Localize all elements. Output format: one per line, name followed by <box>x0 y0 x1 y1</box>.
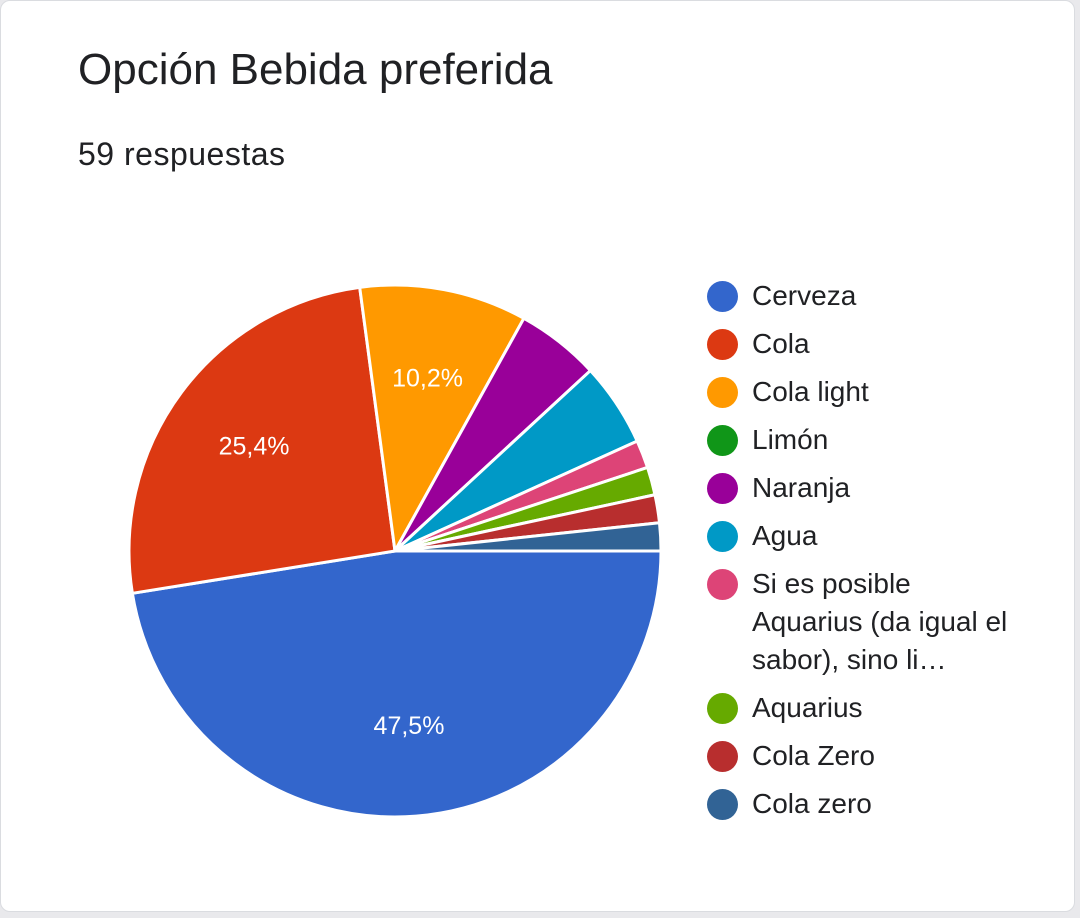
legend-label-cola-light: Cola light <box>752 376 869 407</box>
legend-label-cerveza: Cerveza <box>752 280 857 311</box>
slice-label-cola-light: 10,2% <box>392 364 463 392</box>
legend-swatch-agua <box>707 521 738 552</box>
legend-swatch-cola <box>707 329 738 360</box>
legend-swatch-si-es-posible-aquarius-da-igual-el-sabor-sino-li <box>707 569 738 600</box>
legend-label-cola-zero: Cola Zero <box>752 740 875 771</box>
legend-item-aquarius[interactable]: Aquarius <box>707 689 1047 727</box>
pie-slice-cola-zero[interactable] <box>393 521 663 553</box>
legend-swatch-cola-light <box>707 377 738 408</box>
pie-slice-cerveza[interactable] <box>130 549 663 819</box>
legend-swatch-aquarius <box>707 693 738 724</box>
legend-swatch-cola-zero <box>707 741 738 772</box>
pie-chart: 47,5% 25,4% 10,2% <box>127 283 663 819</box>
legend-label-si-es-posible-aquarius-da-igual-el-sabor-sino-li: Si es posible Aquarius (da igual el sabo… <box>752 568 1008 675</box>
legend-item-cola[interactable]: Cola <box>707 325 1047 363</box>
legend-label-aquarius: Aquarius <box>752 692 863 723</box>
legend-item-cola-light[interactable]: Cola light <box>707 373 1047 411</box>
legend-item-si-es-posible-aquarius-da-igual-el-sabor-sino-li[interactable]: Si es posible Aquarius (da igual el sabo… <box>707 565 1047 679</box>
legend-label-cola-zero: Cola zero <box>752 788 872 819</box>
legend-item-cola-zero[interactable]: Cola Zero <box>707 737 1047 775</box>
legend-item-limon[interactable]: Limón <box>707 421 1047 459</box>
legend-swatch-naranja <box>707 473 738 504</box>
legend-item-naranja[interactable]: Naranja <box>707 469 1047 507</box>
chart-legend: Cerveza Cola Cola light Limón Naranja Agua Si … <box>707 277 1047 833</box>
legend-label-limon: Limón <box>752 424 829 455</box>
slice-label-cerveza: 47,5% <box>374 712 445 740</box>
response-count: 59 respuestas <box>78 136 286 172</box>
legend-label-naranja: Naranja <box>752 472 851 503</box>
pie-slice-cola[interactable] <box>127 285 397 595</box>
slice-label-cola: 25,4% <box>219 432 290 460</box>
legend-item-agua[interactable]: Agua <box>707 517 1047 555</box>
legend-label-cola: Cola <box>752 328 810 359</box>
legend-item-cola-zero[interactable]: Cola zero <box>707 785 1047 823</box>
legend-item-cerveza[interactable]: Cerveza <box>707 277 1047 315</box>
pie-slice-cola-light[interactable] <box>358 283 526 553</box>
legend-swatch-limon <box>707 425 738 456</box>
legend-swatch-cerveza <box>707 281 738 312</box>
legend-label-agua: Agua <box>752 520 818 551</box>
chart-title: Opción Bebida preferida <box>78 45 553 94</box>
legend-swatch-cola-zero <box>707 789 738 820</box>
